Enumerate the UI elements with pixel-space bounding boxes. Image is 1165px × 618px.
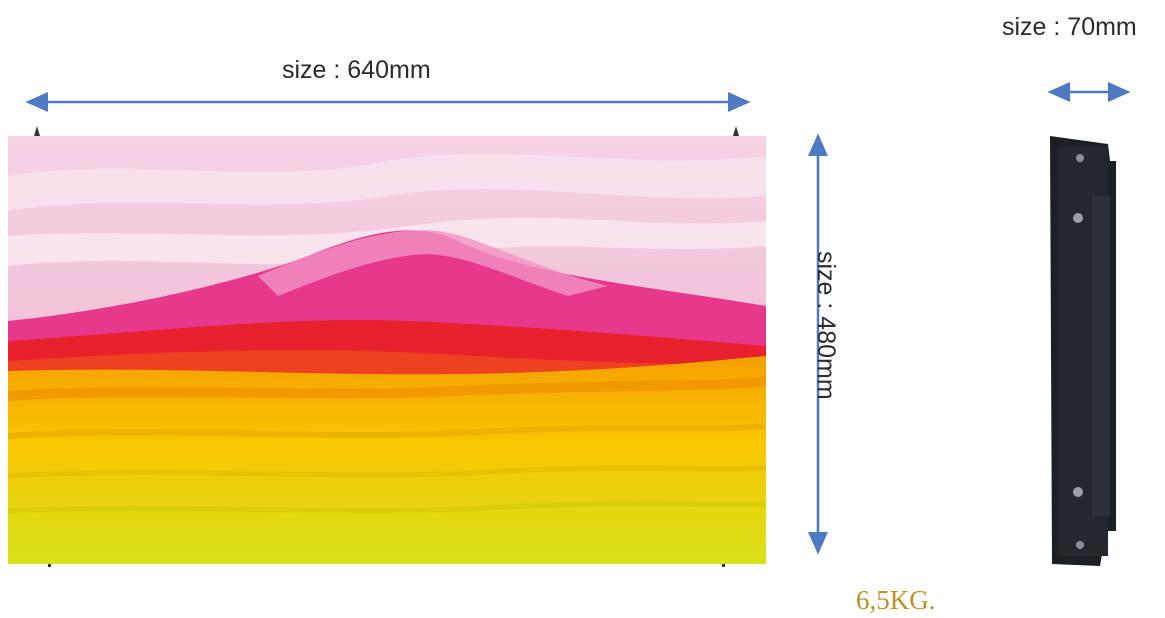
- height-label: size : 480mm: [812, 251, 840, 400]
- screw-4: [1076, 541, 1084, 549]
- hook-left: [34, 126, 40, 136]
- depth-label: size : 70mm: [1002, 13, 1137, 41]
- weight-label: 6,5KG.: [856, 585, 936, 615]
- led-panel-front-image: [8, 136, 766, 564]
- screw-3: [1073, 487, 1083, 497]
- screw-2: [1073, 213, 1083, 223]
- hook-right: [733, 126, 739, 136]
- width-label: size : 640mm: [282, 56, 431, 84]
- foot-left: [48, 564, 51, 567]
- screw-1: [1076, 154, 1084, 162]
- cabinet-side-profile: [1048, 136, 1118, 566]
- foot-right: [722, 564, 725, 567]
